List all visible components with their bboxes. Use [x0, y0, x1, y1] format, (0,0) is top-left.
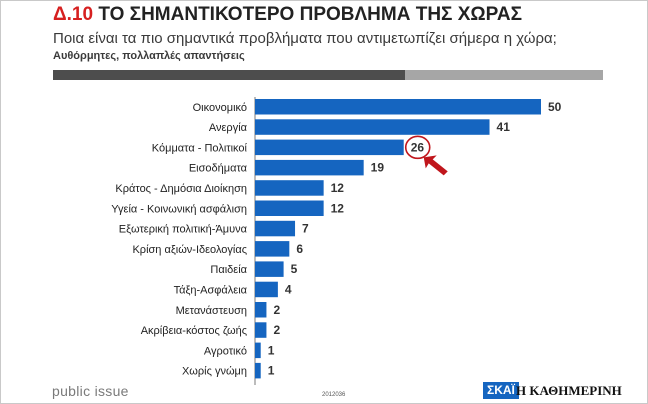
value-label: 2 [273, 303, 280, 317]
category-label: Μετανάστευση [176, 305, 247, 317]
bar-10 [255, 302, 267, 318]
value-label: 50 [548, 100, 562, 114]
bar-8 [255, 261, 284, 277]
header-rule-dark [53, 70, 405, 80]
value-label: 26 [411, 140, 425, 154]
category-label: Ακρίβεια-κόστος ζωής [141, 325, 247, 337]
bar-6 [255, 220, 296, 237]
value-label: 5 [291, 262, 298, 276]
value-label: 12 [331, 201, 345, 215]
bar-11 [255, 322, 267, 338]
value-label: 4 [285, 282, 292, 296]
bar-4 [255, 180, 324, 196]
category-label: Οικονομικό [193, 102, 247, 114]
survey-code: 2012036 [322, 392, 346, 398]
bar-12 [255, 342, 261, 359]
skai-logo: ΣΚΑΪ [483, 382, 519, 399]
bar-5 [255, 200, 324, 216]
highlight-circle [404, 135, 431, 160]
category-label: Χωρίς γνώμη [182, 366, 247, 378]
category-label: Εξωτερική πολιτική-Άμυνα [119, 224, 248, 236]
value-label: 19 [371, 161, 385, 175]
value-label: 1 [268, 343, 275, 357]
subtitle: Ποια είναι τα πιο σημαντικά προβλήματα π… [53, 30, 557, 47]
page-title: Δ.10 ΤΟ ΣΗΜΑΝΤΙΚΟΤΕΡΟ ΠΡΟΒΛΗΜΑ ΤΗΣ ΧΩΡΑΣ [53, 4, 522, 26]
bar-2 [255, 139, 404, 156]
bar-9 [255, 281, 278, 298]
category-label: Κρίση αξιών-Ιδεολογίας [132, 244, 247, 256]
category-label: Κράτος - Δημόσια Διοίκηση [115, 183, 247, 195]
bar-3 [255, 159, 364, 176]
source-label: public issue [52, 383, 129, 399]
value-label: 6 [296, 242, 303, 256]
value-label: 1 [268, 364, 275, 378]
category-label: Αγροτικό [204, 345, 247, 357]
value-label: 7 [302, 222, 309, 236]
title-text: ΤΟ ΣΗΜΑΝΤΙΚΟΤΕΡΟ ΠΡΟΒΛΗΜΑ ΤΗΣ ΧΩΡΑΣ [98, 4, 523, 25]
value-label: 2 [273, 323, 280, 337]
kathimerini-logo: Η ΚΑΘΗΜΕΡΙΝΗ [516, 383, 622, 398]
value-label: 41 [497, 120, 511, 134]
title-number: Δ.10 [53, 4, 94, 25]
category-label: Ανεργία [209, 122, 248, 134]
category-label: Παιδεία [210, 264, 247, 276]
category-label: Κόμματα - Πολιτικοί [152, 142, 248, 154]
bar-13 [255, 362, 261, 379]
bar-0 [255, 99, 541, 115]
bar-1 [255, 119, 490, 135]
bar-7 [255, 241, 290, 257]
highlight-arrow-icon [423, 155, 448, 176]
category-label: Εισοδήματα [189, 163, 248, 175]
category-label: Υγεία - Κοινωνική ασφάλιση [111, 203, 247, 215]
category-label: Τάξη-Ασφάλεια [174, 284, 248, 296]
answer-note: Αυθόρμητες, πολλαπλές απαντήσεις [53, 50, 245, 62]
value-label: 12 [331, 181, 345, 195]
header-rule-light [405, 70, 603, 80]
